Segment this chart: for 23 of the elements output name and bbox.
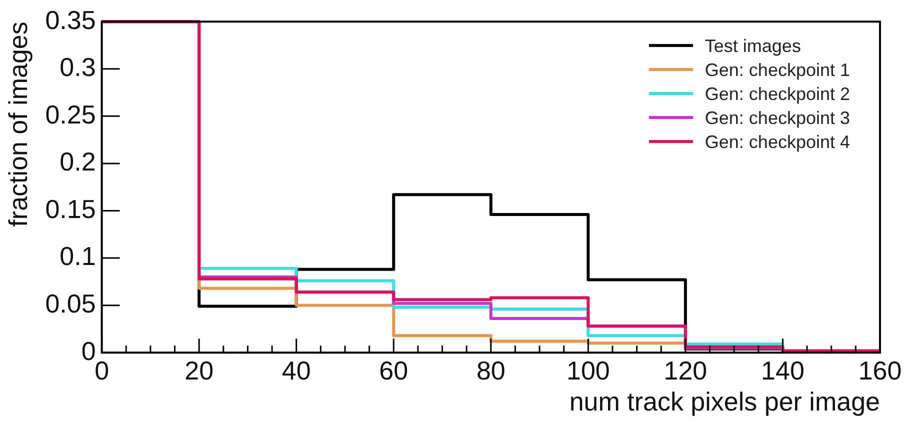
y-axis-title: fraction of images — [2, 22, 33, 227]
legend-label: Gen: checkpoint 4 — [704, 130, 850, 154]
y-tick-label: 0.15 — [45, 194, 96, 224]
legend-label: Gen: checkpoint 2 — [704, 82, 850, 106]
x-tick-label: 80 — [476, 355, 506, 386]
x-axis-title: num track pixels per image — [569, 386, 880, 417]
legend-label: Gen: checkpoint 1 — [704, 58, 850, 82]
y-tick-label: 0.35 — [45, 4, 96, 35]
x-tick-label: 160 — [858, 355, 902, 386]
x-tick-label: 120 — [664, 355, 708, 386]
legend-label: Gen: checkpoint 3 — [704, 106, 850, 130]
y-tick-label: 0.25 — [45, 99, 96, 130]
x-tick-label: 60 — [379, 355, 408, 386]
y-tick-label: 0 — [81, 336, 96, 366]
x-tick-label: 140 — [761, 355, 804, 386]
legend-label: Test images — [704, 34, 801, 58]
x-tick-label: 40 — [282, 355, 311, 386]
y-tick-label: 0.3 — [60, 52, 96, 82]
y-tick-label: 0.2 — [60, 146, 96, 177]
x-tick-label: 20 — [184, 355, 214, 386]
y-tick-label: 0.05 — [45, 288, 96, 318]
x-tick-label: 100 — [566, 355, 610, 386]
y-tick-label: 0.1 — [60, 241, 96, 272]
